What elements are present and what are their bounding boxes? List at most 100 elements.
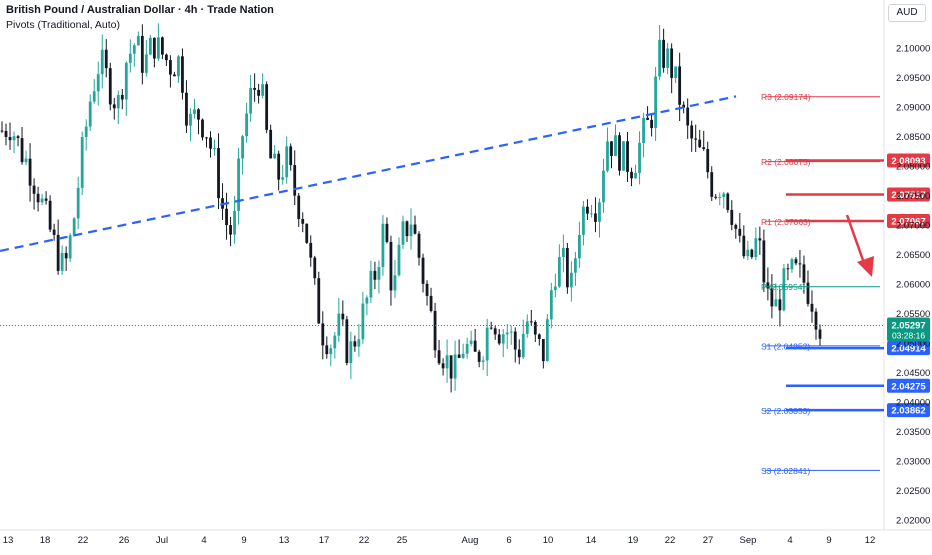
candle-body — [614, 135, 617, 156]
candle-body — [622, 141, 625, 171]
current-price-tag — [887, 317, 930, 342]
candle-body — [349, 341, 353, 364]
y-tick-label: 2.07500 — [896, 191, 930, 202]
candle-body — [140, 35, 144, 73]
candle-body — [88, 101, 92, 127]
candle-body — [818, 329, 822, 339]
y-tick-label: 2.07000 — [896, 221, 930, 232]
candle-body — [169, 60, 172, 75]
candle-body — [197, 109, 200, 120]
candle-body — [714, 196, 718, 198]
candle-body — [273, 153, 277, 159]
time-axis[interactable]: 13 18 22 26 Jul 4 9 13 17 22 25 Aug 6 10 14 19 22 27 Sep 4 9… — [3, 535, 876, 546]
candle-body — [92, 91, 96, 102]
x-tick-label: 6 — [506, 535, 511, 546]
candle-body — [485, 327, 489, 361]
candle-body — [421, 257, 425, 284]
down-arrow-head — [857, 256, 874, 277]
x-tick-label: 18 — [40, 535, 51, 546]
x-tick-label: 9 — [241, 535, 246, 546]
candle-body — [409, 224, 413, 237]
candle-body — [373, 270, 377, 280]
candle-body — [225, 208, 228, 226]
candle-body — [305, 223, 309, 243]
candle-body — [333, 335, 337, 349]
key-level-tag-label: 2.07067 — [891, 217, 925, 228]
candle-body — [185, 92, 188, 126]
currency-button[interactable]: AUD — [888, 4, 926, 22]
trendline-layer[interactable] — [0, 95, 737, 253]
candle-body — [630, 171, 633, 179]
candle-body — [638, 142, 641, 173]
price-axis[interactable]: 2.10000 2.09500 2.09000 2.08500 2.08000 2.075… — [896, 44, 930, 527]
indicator-legend[interactable]: Pivots (Traditional, Auto) — [6, 19, 120, 31]
candle-body — [774, 299, 778, 307]
candle-body — [798, 263, 802, 265]
candle-body — [493, 328, 497, 335]
x-tick-label: Jul — [156, 535, 168, 546]
candle-body — [341, 313, 345, 320]
x-tick-label: 27 — [703, 535, 714, 546]
candle-body — [670, 48, 674, 78]
candle-body — [537, 334, 541, 339]
candle-body — [165, 54, 168, 61]
x-tick-label: 22 — [665, 535, 676, 546]
y-tick-label: 2.09500 — [896, 73, 930, 84]
candle-body — [770, 288, 774, 307]
candle-body — [120, 94, 124, 100]
candle-body — [112, 104, 116, 109]
candle-body — [686, 107, 690, 126]
candle-body — [128, 53, 132, 63]
candle-body — [405, 221, 409, 237]
candle-body — [237, 158, 240, 211]
candle-body — [565, 247, 569, 288]
candle-body — [521, 333, 525, 358]
candle-body — [205, 137, 208, 139]
candle-body — [453, 354, 457, 379]
down-arrow-shaft — [845, 214, 866, 264]
candle-body — [173, 74, 176, 77]
candle-body — [598, 202, 601, 222]
candle-body — [529, 321, 533, 323]
candle-body — [96, 74, 100, 92]
candle-body — [626, 141, 629, 172]
candle-body — [758, 238, 762, 241]
x-tick-label: 10 — [543, 535, 554, 546]
candle-body — [706, 148, 710, 173]
candle-body — [569, 272, 573, 288]
candle-body — [301, 218, 305, 224]
candle-body — [786, 268, 790, 270]
y-tick-label: 2.04000 — [896, 398, 930, 409]
candle-body — [694, 138, 698, 140]
candle-body — [810, 303, 814, 312]
candle-body — [52, 229, 56, 235]
candle-body — [209, 137, 212, 149]
symbol-title[interactable]: British Pound / Australian Dollar · 4h ·… — [6, 4, 274, 16]
y-tick-label: 2.05000 — [896, 339, 930, 350]
x-tick-label: 4 — [201, 535, 206, 546]
x-tick-label: 12 — [865, 535, 876, 546]
candle-body — [281, 177, 285, 180]
candle-body — [457, 354, 461, 358]
candle-body — [44, 198, 48, 201]
candle-body — [152, 37, 156, 59]
x-tick-label: 22 — [359, 535, 370, 546]
candle-body — [201, 119, 204, 138]
candle-body — [766, 282, 770, 289]
candle-body — [261, 84, 265, 96]
candle-body — [64, 253, 68, 259]
candle-body — [0, 130, 4, 132]
candle-body — [666, 48, 670, 68]
candle-body — [369, 270, 373, 298]
x-tick-label: 19 — [628, 535, 639, 546]
candle-body — [662, 39, 666, 68]
candle-body — [381, 223, 385, 268]
candle-body — [16, 136, 20, 139]
candle-body — [574, 258, 577, 273]
y-tick-label: 2.03000 — [896, 457, 930, 468]
chart-header: British Pound / Australian Dollar · 4h ·… — [6, 4, 274, 31]
candle-body — [762, 240, 766, 283]
candle-body — [553, 286, 557, 291]
